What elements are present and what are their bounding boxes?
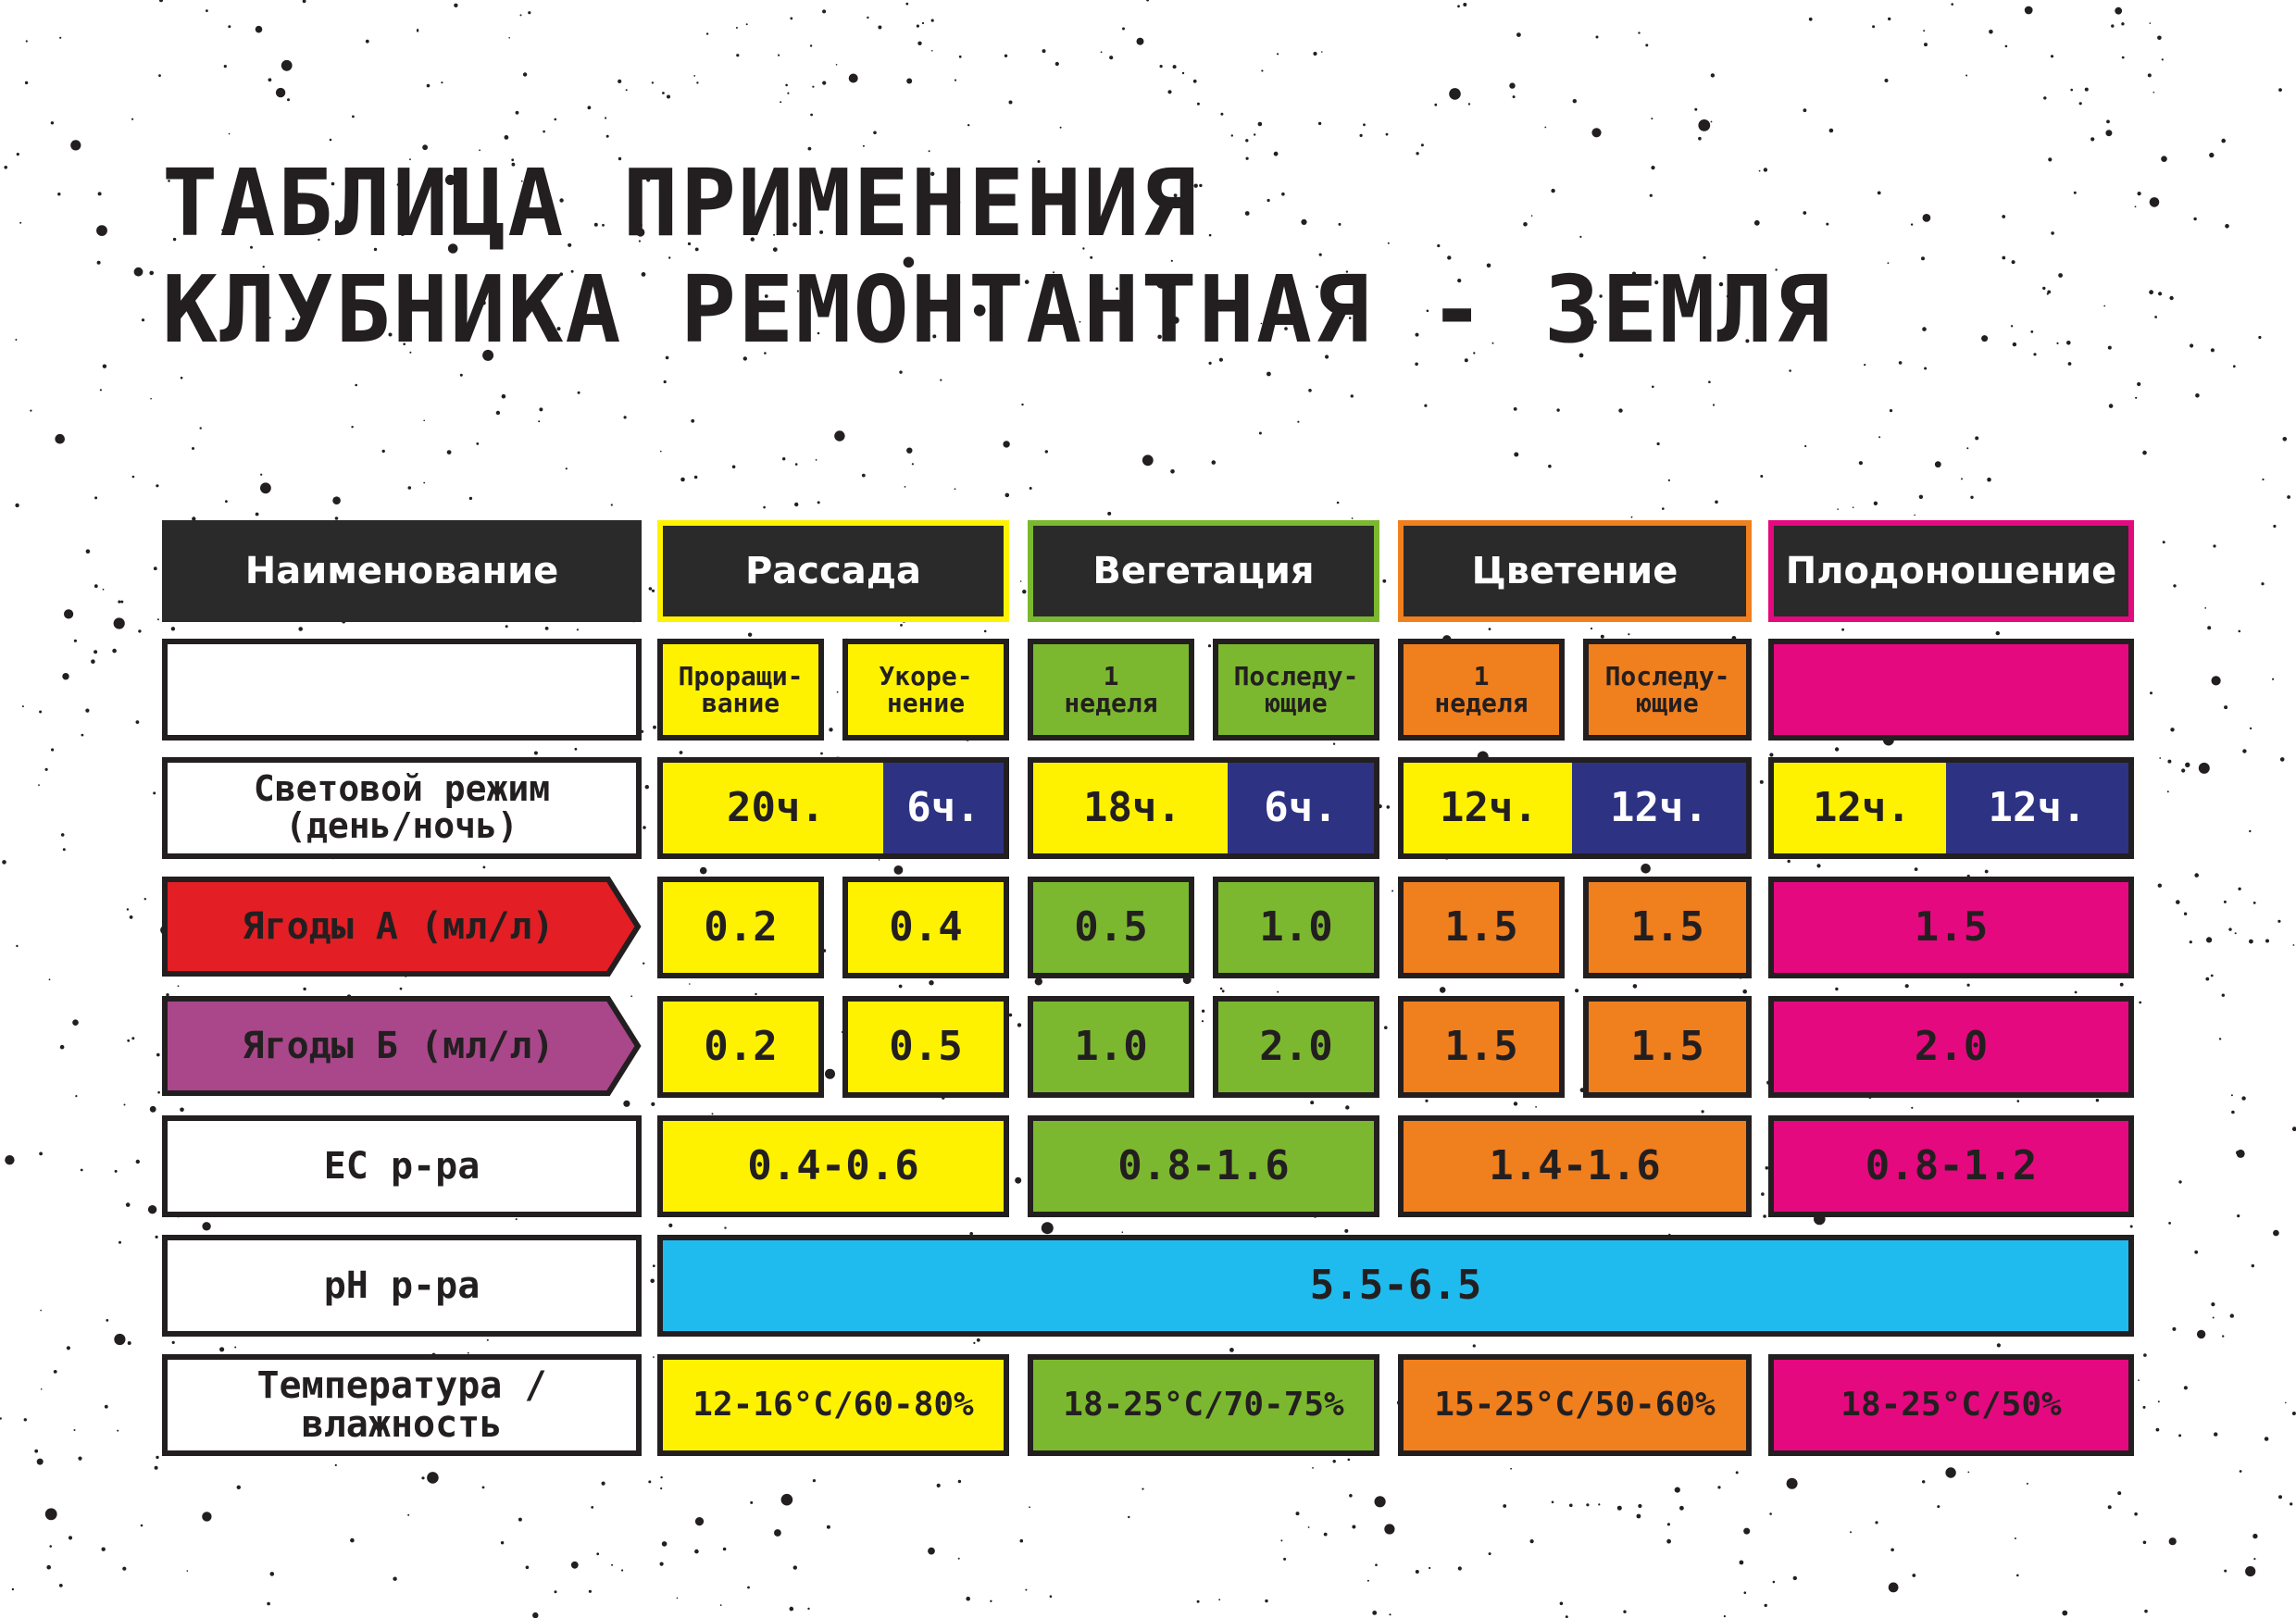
berries-a-flower-week1: 1.5 xyxy=(1398,877,1565,978)
berries-b-label: Ягоды Б (мл/л) xyxy=(242,1025,555,1067)
berries-b-flower-week1: 1.5 xyxy=(1398,996,1565,1098)
berries-a-germination: 0.2 xyxy=(657,877,824,978)
light-flowering-night: 12ч. xyxy=(1572,757,1752,859)
berries-b-veg-week1: 1.0 xyxy=(1028,996,1194,1098)
header-seedlings: Рассада xyxy=(657,520,1009,622)
row-label-berries-a: Ягоды А (мл/л) xyxy=(162,877,643,977)
subheader-empty xyxy=(162,639,642,741)
light-flowering-day: 12ч. xyxy=(1398,757,1574,859)
berries-a-veg-following: 1.0 xyxy=(1213,877,1379,978)
subheader-flower-following: Последу- ющие xyxy=(1583,639,1752,741)
light-fruiting-night: 12ч. xyxy=(1946,757,2134,859)
berries-b-fruiting: 2.0 xyxy=(1768,996,2134,1098)
row-label-ec: EC р-ра xyxy=(162,1115,642,1217)
header-name: Наименование xyxy=(162,520,642,622)
subheader-germination: Проращи- вание xyxy=(657,639,824,741)
subheader-veg-week1: 1 неделя xyxy=(1028,639,1194,741)
page-title-line-1: ТАБЛИЦА ПРИМЕНЕНИЯ xyxy=(162,149,1199,257)
berries-b-arrow-shape xyxy=(162,996,642,1096)
subheader-flower-week1: 1 неделя xyxy=(1398,639,1565,741)
berries-b-veg-following: 2.0 xyxy=(1213,996,1379,1098)
berries-b-germination: 0.2 xyxy=(657,996,824,1098)
header-flowering: Цветение xyxy=(1398,520,1752,622)
light-fruiting-day: 12ч. xyxy=(1768,757,1950,859)
berries-a-fruiting: 1.5 xyxy=(1768,877,2134,978)
temperature-seedlings: 12-16°C/60-80% xyxy=(657,1354,1009,1456)
page-title-line-2: КЛУБНИКА РЕМОНТАНТНАЯ - ЗЕМЛЯ xyxy=(162,255,1832,364)
temperature-flowering: 15-25°C/50-60% xyxy=(1398,1354,1752,1456)
temperature-fruiting: 18-25°C/50% xyxy=(1768,1354,2134,1456)
ec-seedlings: 0.4-0.6 xyxy=(657,1115,1009,1217)
light-vegetation-night: 6ч. xyxy=(1228,757,1379,859)
temperature-vegetation: 18-25°C/70-75% xyxy=(1028,1354,1379,1456)
ph-all-stages: 5.5-6.5 xyxy=(657,1235,2134,1337)
ec-vegetation: 0.8-1.6 xyxy=(1028,1115,1379,1217)
berries-a-arrow-shape xyxy=(162,877,642,977)
berries-a-rooting: 0.4 xyxy=(842,877,1009,978)
light-vegetation-day: 18ч. xyxy=(1028,757,1231,859)
row-label-berries-b: Ягоды Б (мл/л) xyxy=(162,996,643,1096)
berries-b-flower-following: 1.5 xyxy=(1583,996,1752,1098)
header-vegetation: Вегетация xyxy=(1028,520,1379,622)
row-label-light: Световой режим (день/ночь) xyxy=(162,757,642,859)
berries-a-flower-following: 1.5 xyxy=(1583,877,1752,978)
light-seedlings-night: 6ч. xyxy=(883,757,1009,859)
row-label-ph: pH р-ра xyxy=(162,1235,642,1337)
header-fruiting: Плодоношение xyxy=(1768,520,2134,622)
row-label-temperature: Температура / влажность xyxy=(162,1354,642,1456)
berries-a-label: Ягоды А (мл/л) xyxy=(242,905,555,948)
ec-flowering: 1.4-1.6 xyxy=(1398,1115,1752,1217)
ec-fruiting: 0.8-1.2 xyxy=(1768,1115,2134,1217)
berries-a-veg-week1: 0.5 xyxy=(1028,877,1194,978)
light-seedlings-day: 20ч. xyxy=(657,757,889,859)
subheader-rooting: Укоре- нение xyxy=(842,639,1009,741)
subheader-fruiting-empty xyxy=(1768,639,2134,741)
subheader-veg-following: Последу- ющие xyxy=(1213,639,1379,741)
berries-b-rooting: 0.5 xyxy=(842,996,1009,1098)
